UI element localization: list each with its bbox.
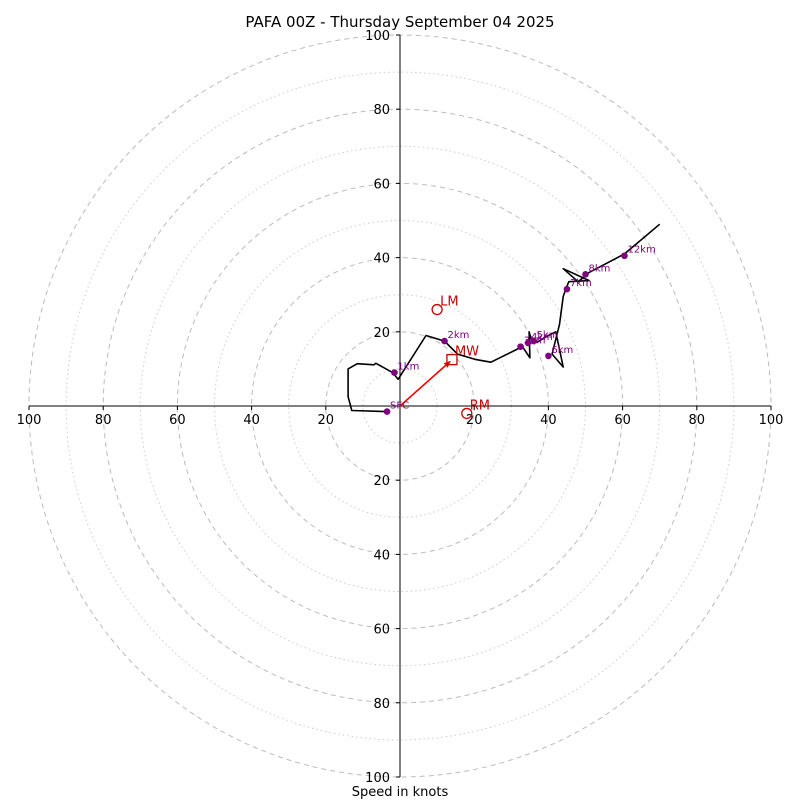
height-marker-layer: SFC1km2km3km4km5km6km7km8km12km (383, 245, 656, 415)
height-marker-12km: 12km (621, 245, 656, 260)
tick-label-left: 20 (318, 413, 335, 428)
tick-label-up: 60 (373, 177, 390, 192)
height-marker-sfc-label: SFC (390, 401, 409, 412)
height-marker-5km-label: 5km (537, 330, 559, 341)
tick-label-left: 60 (169, 413, 186, 428)
tick-label-up: 80 (373, 103, 390, 118)
height-marker-4km-dot (524, 339, 532, 347)
storm-motion-mw-marker (446, 353, 458, 366)
height-marker-12km-label: 12km (627, 245, 655, 256)
tick-label-left: 40 (243, 413, 260, 428)
height-marker-3km-dot (517, 343, 524, 350)
chart-title: PAFA 00Z - Thursday September 04 2025 (245, 13, 554, 31)
height-marker-4km-label: 4km (531, 332, 553, 343)
height-marker-6km-label: 6km (551, 345, 573, 356)
storm-motion-mw: MW (446, 345, 479, 366)
height-marker-sfc-dot (383, 408, 391, 415)
storm-vector-layer: LM RM MW (399, 295, 490, 420)
height-marker-7km-dot (563, 285, 571, 293)
height-marker-8km: 8km (582, 263, 611, 278)
storm-motion-lm-marker (431, 303, 443, 316)
storm-motion-rm-marker (461, 407, 473, 420)
tick-label-up: 100 (365, 29, 390, 44)
tick-label-down: 80 (373, 697, 390, 712)
tick-label-right: 20 (466, 413, 483, 428)
height-marker-7km-label: 7km (570, 278, 592, 289)
height-marker-1km-dot (391, 369, 398, 376)
tick-label-left: 80 (95, 413, 112, 428)
height-marker-4km: 4km (524, 332, 553, 347)
storm-motion-rm: RM (461, 398, 490, 420)
height-marker-2km: 2km (441, 330, 470, 345)
height-marker-5km-dot (530, 337, 537, 345)
storm-motion-rm-label: RM (470, 398, 490, 413)
height-marker-2km-dot (441, 337, 448, 345)
shear-vector-arrow (399, 360, 451, 407)
tick-label-up: 20 (373, 326, 390, 341)
height-marker-2km-label: 2km (448, 330, 470, 341)
storm-motion-lm: LM (431, 295, 459, 316)
height-marker-6km: 6km (545, 345, 573, 360)
height-marker-6km-dot (545, 352, 552, 360)
hodograph-trace-layer (347, 223, 661, 413)
height-marker-1km: 1km (391, 362, 419, 376)
height-marker-7km: 7km (563, 278, 592, 293)
tick-label-right: 80 (689, 413, 706, 428)
tick-label-down: 40 (373, 548, 390, 563)
height-marker-5km: 5km (530, 330, 559, 345)
height-marker-sfc: SFC (383, 401, 409, 415)
height-marker-1km-label: 1km (397, 362, 419, 373)
tick-label-left: 100 (17, 413, 42, 428)
tick-labels: 20 40 60 80 100 20 40 60 80 100 20 40 60 80 100 20 40 60 8… (17, 29, 784, 786)
height-marker-12km-dot (621, 252, 628, 260)
tick-label-down: 60 (373, 623, 390, 638)
tick-label-down: 100 (365, 771, 390, 786)
tick-label-right: 40 (540, 413, 557, 428)
height-marker-8km-label: 8km (589, 263, 611, 274)
storm-motion-mw-label: MW (455, 345, 479, 360)
height-marker-8km-dot (582, 270, 589, 278)
tick-label-right: 100 (759, 413, 784, 428)
hodograph-trace (347, 223, 661, 413)
tick-label-down: 20 (373, 474, 390, 489)
storm-motion-lm-label: LM (440, 295, 458, 310)
tick-label-right: 60 (614, 413, 631, 428)
x-axis-label: Speed in knots (352, 785, 449, 800)
tick-label-up: 40 (373, 252, 390, 267)
